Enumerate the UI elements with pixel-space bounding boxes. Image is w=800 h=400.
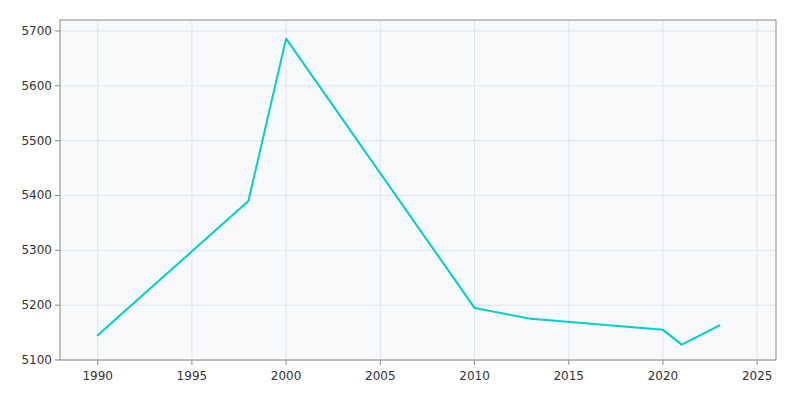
x-tick [380, 360, 381, 365]
x-grid-line [474, 20, 475, 360]
y-grid-line [60, 305, 776, 306]
y-grid-line [60, 140, 776, 141]
y-grid-line [60, 250, 776, 251]
x-tick [286, 360, 287, 365]
y-tick [55, 305, 60, 306]
x-tick-label: 1990 [82, 369, 113, 383]
x-grid-line [568, 20, 569, 360]
x-grid-line [286, 20, 287, 360]
chart-container: 1990 1995 2000 2005 2010 2015 2020 2025 5100 5200… [0, 0, 800, 400]
y-tick-label: 5500 [21, 134, 52, 148]
y-tick-label: 5700 [21, 24, 52, 38]
x-tick [97, 360, 98, 365]
x-tick [568, 360, 569, 365]
y-tick [55, 195, 60, 196]
x-tick-label: 2025 [742, 369, 773, 383]
plot-background [60, 20, 776, 360]
y-tick [55, 250, 60, 251]
x-grid-line [662, 20, 663, 360]
x-grid-line [380, 20, 381, 360]
y-grid-line [60, 30, 776, 31]
x-grid-line [191, 20, 192, 360]
y-tick [55, 30, 60, 31]
y-tick [55, 85, 60, 86]
x-tick [662, 360, 663, 365]
y-tick-label: 5100 [21, 353, 52, 367]
x-tick [191, 360, 192, 365]
y-tick-label: 5200 [21, 298, 52, 312]
y-tick-label: 5600 [21, 79, 52, 93]
y-tick [55, 360, 60, 361]
chart: 1990 1995 2000 2005 2010 2015 2020 2025 5100 5200… [0, 0, 800, 400]
tick-labels: 1990 1995 2000 2005 2010 2015 2020 2025 5100 5200… [21, 24, 772, 383]
y-grid-line [60, 195, 776, 196]
x-tick [474, 360, 475, 365]
x-tick-label: 2015 [553, 369, 584, 383]
y-tick-label: 5400 [21, 188, 52, 202]
x-tick-label: 2010 [459, 369, 490, 383]
x-tick-label: 2005 [365, 369, 396, 383]
plot-frame [60, 20, 776, 360]
x-tick-label: 1995 [177, 369, 208, 383]
y-grid-line [60, 85, 776, 86]
x-tick [757, 360, 758, 365]
population-line [98, 39, 720, 345]
x-tick-label: 2000 [271, 369, 302, 383]
x-grid-line [757, 20, 758, 360]
series [98, 39, 720, 345]
x-tick-label: 2020 [648, 369, 679, 383]
grid [55, 20, 776, 365]
y-tick [55, 140, 60, 141]
x-grid-line [97, 20, 98, 360]
y-tick-label: 5300 [21, 243, 52, 257]
